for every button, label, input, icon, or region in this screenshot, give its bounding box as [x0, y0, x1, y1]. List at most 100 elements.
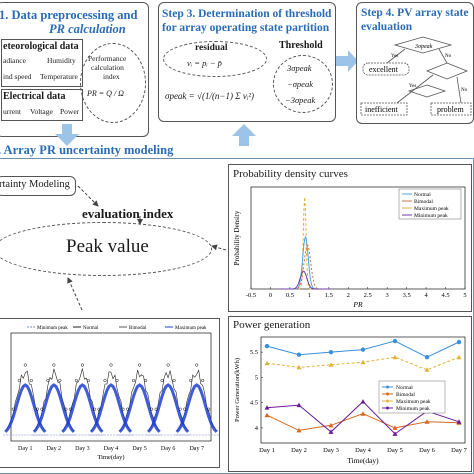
power-legend-item: Maximum peak: [396, 399, 431, 405]
density-x-tick-label: 3.5: [403, 292, 411, 299]
timeseries-x-tick-label: Day 3: [75, 446, 90, 452]
timeseries-marker: [46, 378, 50, 383]
threshold-3: −3σpeak: [285, 95, 316, 105]
timeseries-legend-item: Bimodal: [129, 326, 147, 331]
node-problem: problem: [437, 105, 464, 114]
density-legend-item: Bimodal: [414, 199, 433, 205]
arrow-step3-to-step4: [336, 50, 358, 72]
met-heading: eteorological data: [3, 41, 79, 52]
node-yes-1: Yes: [391, 54, 398, 59]
power-legend-item: Normal: [396, 385, 413, 391]
node-excellent: excellent: [369, 65, 399, 74]
power-point: [456, 339, 462, 345]
power-point: [424, 354, 430, 360]
timeseries-marker: [86, 378, 90, 383]
density-panel: Probability density curves -0.5 0 0.5 1 1.5 2…: [228, 164, 472, 312]
density-title: Probability density curves: [233, 168, 348, 180]
power-point: [360, 399, 366, 404]
power-point: [296, 352, 302, 357]
density-x-tick-label: 3: [386, 292, 389, 299]
perf-formula: PR = Q / Ω: [87, 89, 124, 98]
timeseries-marker: [144, 378, 148, 383]
power-y-tick-label: 4.5: [250, 400, 258, 407]
power-point: [328, 349, 334, 355]
decision-flowchart: 3σpeak Yes excellent No Yes No inefficie…: [360, 36, 472, 116]
power-x-tick-label: Day 5: [387, 447, 403, 454]
met-wind: ind speed: [3, 72, 32, 81]
power-y-tick-label: 4: [255, 425, 259, 432]
timeseries-x-tick-label: Day 1: [18, 446, 33, 452]
timeseries-marker: [172, 378, 176, 383]
timeseries-panel: Minimum peak Normal Bimodal Maximum peak Day…: [0, 318, 220, 468]
met-temperature: Temperature: [40, 72, 78, 81]
density-x-tick-label: 5: [463, 292, 466, 299]
residual-ellipse: [163, 41, 267, 77]
timeseries-marker: [40, 407, 44, 411]
timeseries-marker: [23, 363, 27, 367]
power-x-tick-label: Day 1: [259, 447, 275, 454]
timeseries-marker: [207, 407, 211, 411]
timeseries-marker: [52, 363, 56, 367]
perf-label-2: calculation: [91, 63, 124, 72]
timeseries-marker: [138, 363, 142, 367]
power-point: [392, 354, 398, 360]
density-x-tick-label: 2: [347, 292, 350, 299]
step3-title-2: for array operating state partition: [162, 22, 330, 34]
timeseries-max-peak-line: [146, 383, 190, 433]
density-legend: [398, 188, 462, 220]
timeseries-marker: [166, 363, 170, 367]
timeseries-marker: [183, 407, 187, 411]
power-legend-item: Minimum peak: [396, 406, 430, 412]
power-point: [264, 343, 270, 349]
power-legend-marker: [386, 406, 389, 410]
power-point: [456, 354, 462, 360]
power-point: [360, 411, 366, 416]
timeseries-max-peak-line: [4, 383, 47, 433]
power-point: [424, 367, 430, 372]
residual-label: residual: [195, 43, 228, 53]
density-x-tick-label: 4.5: [441, 292, 449, 299]
step1-title: 1. Data preprocessing and: [0, 8, 138, 22]
timeseries-marker: [29, 378, 33, 383]
timeseries-marker: [58, 378, 62, 383]
elec-power: Power: [60, 107, 80, 116]
power-point: [328, 429, 334, 434]
timeseries-marker: [189, 378, 193, 383]
perf-label-3: index: [103, 72, 120, 81]
sigma-formula: σpeak = √(1/(n−1) Σ νᵢ²): [165, 91, 254, 101]
timeseries-marker: [17, 378, 21, 383]
timeseries-marker: [74, 378, 78, 383]
timeseries-x-tick-label: Day 6: [161, 446, 176, 452]
timeseries-chart: Minimum peak Normal Bimodal Maximum peak Day…: [3, 326, 219, 461]
power-title: Power generation: [233, 319, 311, 331]
meteorological-box: eteorological data adiance Humidity ind …: [1, 39, 83, 87]
threshold-1: 3σpeak: [287, 63, 312, 73]
power-point: [360, 359, 366, 365]
timeseries-marker: [115, 378, 119, 383]
connector-arrows: [67, 185, 227, 311]
arrow-step1-to-step2: [55, 124, 79, 146]
residual-formula: νᵢ = pᵢ − p̄: [187, 58, 222, 68]
density-chart: -0.5 0 0.5 1 1.5 2 2.5 3 3.5 4 4.5 5 PR Probability D…: [233, 186, 467, 309]
timeseries-legend-item: Maximum peak: [175, 326, 207, 331]
power-x-tick-label: Day 3: [323, 447, 339, 454]
elec-current: urrent: [3, 107, 21, 116]
power-point: [456, 419, 462, 424]
step1-title-2: PR calculation: [49, 22, 126, 36]
power-y-tick-label: 5: [255, 374, 258, 381]
timeseries-marker: [126, 407, 130, 411]
density-x-tick-label: 1.5: [325, 292, 333, 299]
density-x-tick-label: 4: [424, 292, 428, 299]
density-curve-normal: [278, 235, 332, 290]
timeseries-x-tick-label: Day 2: [47, 446, 62, 452]
power-x-tick-label: Day 6: [419, 447, 435, 454]
density-plot-area: [250, 186, 466, 290]
evaluation-index: evaluation index: [82, 206, 174, 221]
power-series-line-1: [266, 413, 460, 431]
power-y-tick-label: 5.5: [250, 349, 258, 356]
power-legend-item: Bimodal: [396, 392, 415, 398]
timeseries-max-peak-line: [175, 383, 218, 433]
elec-heading: Electrical data: [3, 91, 66, 102]
timeseries-marker: [11, 407, 15, 411]
power-plot-area: [260, 336, 466, 444]
